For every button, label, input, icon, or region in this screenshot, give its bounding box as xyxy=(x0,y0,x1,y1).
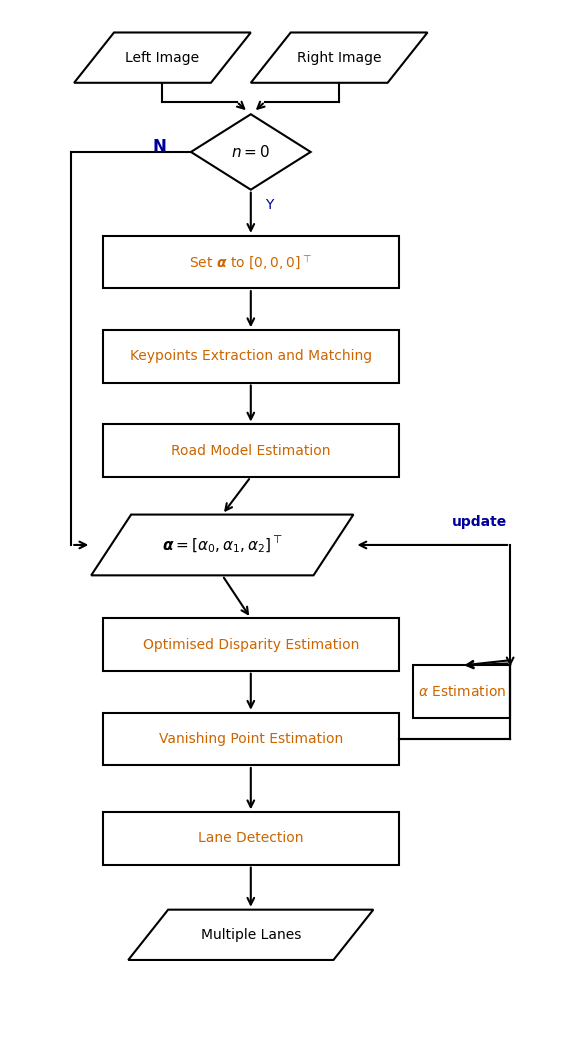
Text: Set $\boldsymbol{\alpha}$ to $[0, 0, 0]^\top$: Set $\boldsymbol{\alpha}$ to $[0, 0, 0]^… xyxy=(189,253,312,271)
Polygon shape xyxy=(191,114,311,190)
Text: $n = 0$: $n = 0$ xyxy=(231,144,270,160)
FancyBboxPatch shape xyxy=(103,618,399,671)
Text: Optimised Disparity Estimation: Optimised Disparity Estimation xyxy=(142,637,359,652)
Text: update: update xyxy=(452,516,507,529)
Text: Keypoints Extraction and Matching: Keypoints Extraction and Matching xyxy=(130,349,372,364)
Polygon shape xyxy=(74,32,251,83)
Polygon shape xyxy=(128,910,373,960)
FancyBboxPatch shape xyxy=(103,713,399,765)
Text: Road Model Estimation: Road Model Estimation xyxy=(171,443,331,458)
Text: $\boldsymbol{\alpha} = \left[\alpha_0, \alpha_1, \alpha_2\right]^\top$: $\boldsymbol{\alpha} = \left[\alpha_0, \… xyxy=(162,534,283,555)
Text: $\alpha$ Estimation: $\alpha$ Estimation xyxy=(418,684,506,699)
FancyBboxPatch shape xyxy=(413,665,510,718)
FancyBboxPatch shape xyxy=(103,812,399,865)
FancyBboxPatch shape xyxy=(103,424,399,477)
FancyBboxPatch shape xyxy=(103,330,399,383)
Text: Right Image: Right Image xyxy=(297,50,381,65)
Text: Vanishing Point Estimation: Vanishing Point Estimation xyxy=(158,732,343,746)
Polygon shape xyxy=(251,32,428,83)
Text: Lane Detection: Lane Detection xyxy=(198,831,304,846)
Text: N: N xyxy=(153,137,166,156)
FancyBboxPatch shape xyxy=(103,236,399,288)
Text: Left Image: Left Image xyxy=(125,50,200,65)
Text: Multiple Lanes: Multiple Lanes xyxy=(201,927,301,942)
Text: Y: Y xyxy=(265,198,274,212)
Polygon shape xyxy=(91,515,353,575)
